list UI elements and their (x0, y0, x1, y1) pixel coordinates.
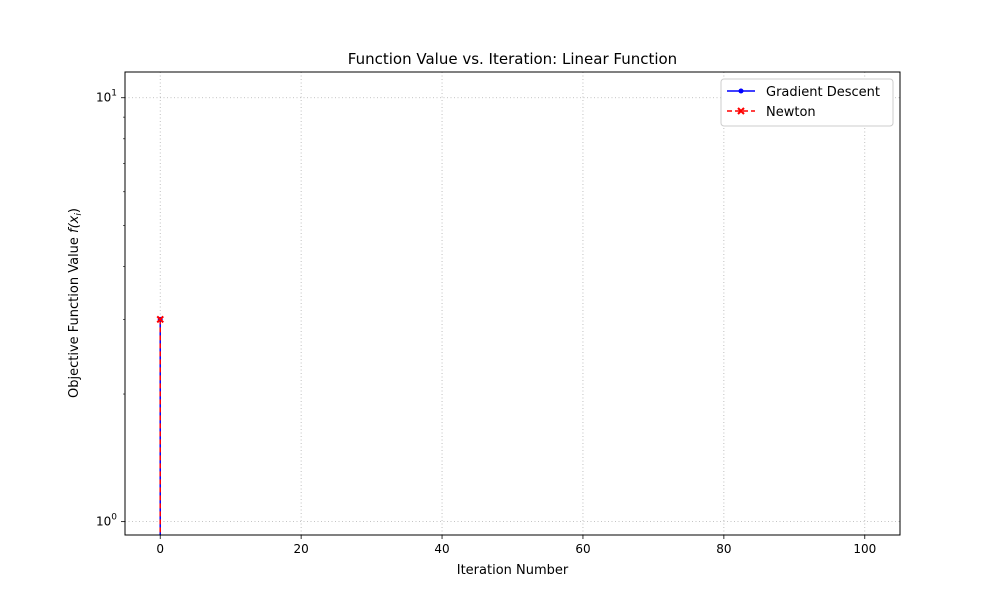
legend: Gradient Descent Newton (720, 78, 894, 127)
data-point-newton (156, 315, 164, 324)
y-tick-label: 100 (96, 513, 117, 529)
legend-label-newton: Newton (766, 105, 816, 120)
x-tick-label: 100 (853, 542, 876, 556)
legend-box (720, 78, 894, 127)
chart-title: Function Value vs. Iteration: Linear Fun… (348, 50, 677, 68)
x-tick-label: 20 (293, 542, 308, 556)
y-tick-label: 101 (96, 89, 117, 105)
legend-marker-gradient-descent (738, 88, 744, 94)
x-tick-label: 80 (716, 542, 731, 556)
x-tick-label: 60 (575, 542, 590, 556)
y-axis-label-subscript: i (74, 213, 84, 216)
grid-layer (125, 72, 900, 535)
x-tick-label: 0 (156, 542, 164, 556)
y-tick-label-exponent: 0 (111, 513, 117, 523)
y-tick-label-base: 10 (96, 91, 111, 105)
legend-marker-newton (737, 107, 745, 115)
marker-layer (156, 315, 164, 324)
plot-frame (124, 71, 901, 536)
legend-label-gradient-descent: Gradient Descent (766, 85, 880, 100)
y-axis-label-text: Objective Function Value (67, 237, 82, 398)
legend-marker-stroke (737, 107, 745, 115)
y-axis-label: Objective Function Value f(xi) (67, 208, 84, 398)
y-axis-label-close: ) (67, 208, 82, 213)
y-tick-label-exponent: 1 (111, 89, 117, 99)
data-point-stroke (156, 315, 164, 324)
x-axis-label: Iteration Number (457, 563, 569, 578)
y-axis-label-math: f(x (67, 215, 82, 233)
x-tick-label: 40 (434, 542, 449, 556)
y-tick-label-base: 10 (96, 515, 111, 529)
